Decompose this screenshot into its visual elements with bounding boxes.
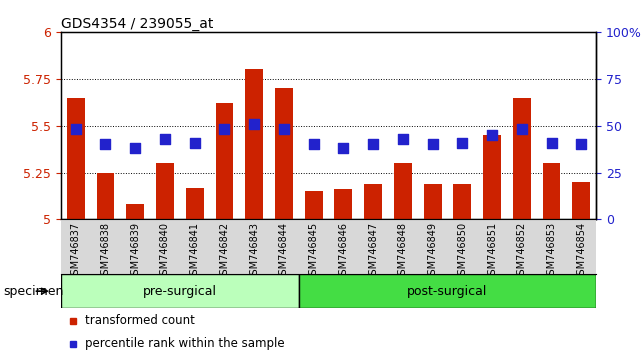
Bar <box>424 184 442 219</box>
Text: pre-surgical: pre-surgical <box>143 285 217 298</box>
Bar <box>572 182 590 219</box>
Point <box>130 145 140 151</box>
Text: post-surgical: post-surgical <box>407 285 488 298</box>
Point <box>249 121 260 127</box>
Bar <box>275 88 293 219</box>
Point <box>368 142 378 147</box>
Point <box>397 136 408 142</box>
Point <box>576 142 587 147</box>
Text: GSM746839: GSM746839 <box>130 222 140 281</box>
Bar <box>453 184 471 219</box>
Bar <box>246 69 263 219</box>
Text: GDS4354 / 239055_at: GDS4354 / 239055_at <box>61 17 213 31</box>
Point <box>546 140 556 145</box>
Bar <box>542 163 560 219</box>
Bar <box>304 191 322 219</box>
Bar <box>186 188 204 219</box>
Text: GSM746854: GSM746854 <box>576 222 587 281</box>
Text: GSM746847: GSM746847 <box>368 222 378 281</box>
Text: GSM746838: GSM746838 <box>101 222 110 281</box>
Text: GSM746841: GSM746841 <box>190 222 200 281</box>
Point <box>487 132 497 138</box>
Bar <box>215 103 233 219</box>
Text: GSM746846: GSM746846 <box>338 222 348 281</box>
Bar <box>364 184 382 219</box>
Text: GSM746850: GSM746850 <box>457 222 467 281</box>
Bar <box>299 274 596 308</box>
Bar <box>67 97 85 219</box>
Bar <box>483 135 501 219</box>
Text: GSM746845: GSM746845 <box>309 222 319 281</box>
Text: transformed count: transformed count <box>85 314 195 327</box>
Point <box>160 136 170 142</box>
Bar <box>156 163 174 219</box>
Text: GSM746849: GSM746849 <box>428 222 438 281</box>
Point <box>517 127 527 132</box>
Point <box>338 145 349 151</box>
Text: GSM746851: GSM746851 <box>487 222 497 281</box>
Point <box>219 127 229 132</box>
Point <box>190 140 200 145</box>
Text: GSM746848: GSM746848 <box>398 222 408 281</box>
Point <box>308 142 319 147</box>
Text: specimen: specimen <box>3 285 63 298</box>
Bar <box>97 173 115 219</box>
Text: percentile rank within the sample: percentile rank within the sample <box>85 337 285 350</box>
Bar <box>126 205 144 219</box>
Point <box>279 127 289 132</box>
Text: GSM746844: GSM746844 <box>279 222 289 281</box>
Text: GSM746852: GSM746852 <box>517 222 527 281</box>
Point <box>101 142 111 147</box>
Bar <box>61 274 299 308</box>
Text: GSM746842: GSM746842 <box>219 222 229 281</box>
Bar <box>335 189 353 219</box>
Point <box>428 142 438 147</box>
Text: GSM746853: GSM746853 <box>547 222 556 281</box>
Text: GSM746843: GSM746843 <box>249 222 259 281</box>
Point <box>457 140 467 145</box>
Bar <box>513 97 531 219</box>
Bar <box>394 163 412 219</box>
Text: GSM746840: GSM746840 <box>160 222 170 281</box>
Point <box>71 127 81 132</box>
Text: GSM746837: GSM746837 <box>71 222 81 281</box>
